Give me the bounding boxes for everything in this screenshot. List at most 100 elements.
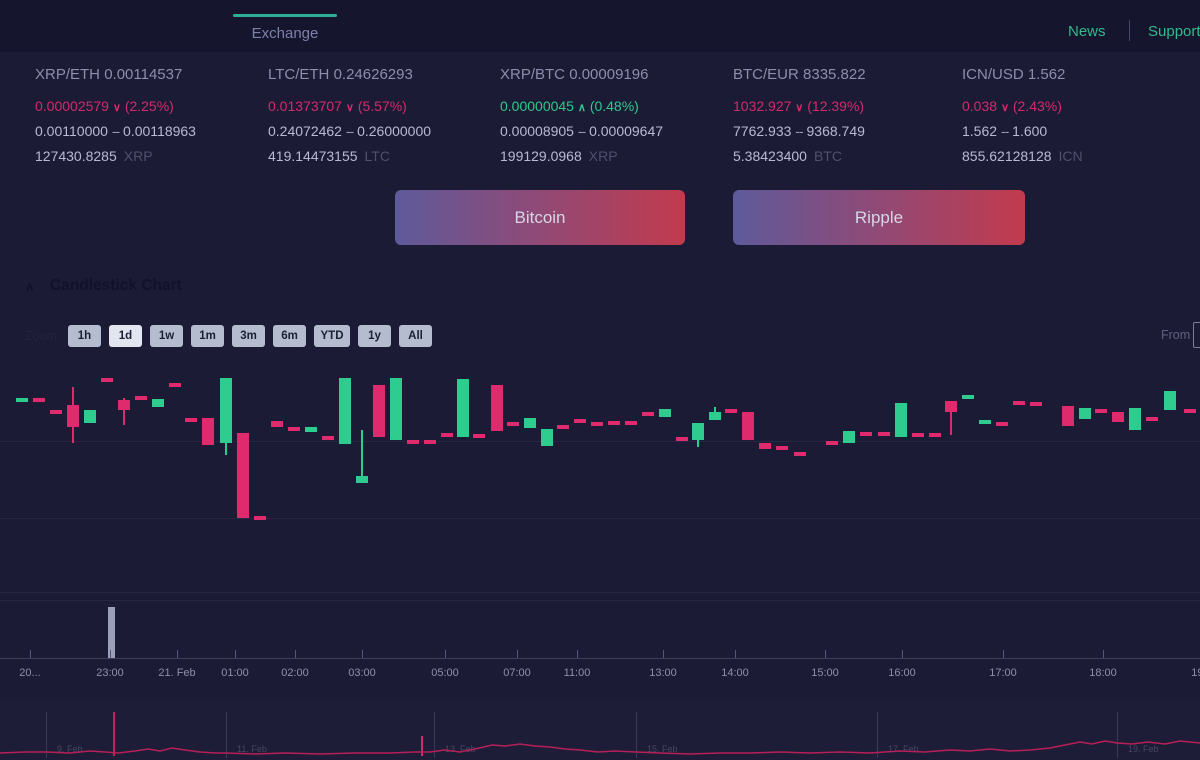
change-direction-icon: ∨ — [345, 102, 354, 114]
zoom-range-button-1w[interactable]: 1w — [150, 325, 183, 347]
ticker-range: 0.00110000 -- 0.00118963 — [35, 123, 196, 139]
ticker-range: 0.24072462 -- 0.26000000 — [268, 123, 432, 139]
x-axis-tick — [445, 650, 446, 658]
ticker-volume-amount: 127430.8285 XRP — [35, 148, 153, 164]
x-axis-label: 19:00 — [1191, 667, 1200, 679]
nav-divider — [1129, 20, 1130, 41]
ticker-volume-amount: 199129.0968 XRP — [500, 148, 618, 164]
x-axis-label: 13:00 — [649, 667, 677, 679]
x-axis-tick — [235, 650, 236, 658]
x-axis-label: 21. Feb — [158, 667, 196, 679]
ticker-change: 0.038 ∨ (2.43%) — [962, 98, 1062, 114]
zoom-range-button-ytd[interactable]: YTD — [314, 325, 350, 347]
x-axis-label: 14:00 — [721, 667, 749, 679]
candlestick — [541, 429, 553, 446]
range-separator: -- — [345, 123, 354, 139]
candlestick — [776, 446, 788, 450]
candlestick — [67, 405, 79, 427]
ticker-range: 1.562 -- 1.600 — [962, 123, 1048, 139]
candlestick — [356, 476, 368, 483]
candlestick — [709, 412, 721, 420]
ticker-unit: ICN — [1058, 148, 1083, 164]
ticker-unit: XRP — [588, 148, 618, 164]
candlestick — [557, 425, 569, 429]
from-date-input[interactable] — [1193, 322, 1200, 348]
candlestick — [524, 418, 536, 428]
section-title: Candlestick Chart — [50, 277, 182, 294]
x-axis-label: 23:00 — [96, 667, 124, 679]
candlestick — [491, 385, 503, 431]
ticker-unit: BTC — [813, 148, 842, 164]
x-axis-label: 16:00 — [888, 667, 916, 679]
x-axis-tick — [30, 650, 31, 658]
chart-gridline — [0, 441, 1200, 442]
candlestick — [725, 409, 737, 413]
chart-gridline — [0, 518, 1200, 519]
candlestick — [407, 440, 419, 444]
candlestick — [608, 421, 620, 425]
x-axis-tick — [1003, 650, 1004, 658]
x-axis-label: 20... — [19, 667, 41, 679]
tab-exchange[interactable]: Exchange — [251, 25, 319, 42]
ticker-pair-price: BTC/EUR 8335.822 — [733, 66, 866, 83]
nav-link-support[interactable]: Support — [1148, 23, 1200, 40]
candlestick — [339, 378, 351, 444]
candlestick — [322, 436, 334, 440]
x-axis-label: 01:00 — [221, 667, 249, 679]
candlestick — [473, 434, 485, 438]
candlestick — [895, 403, 907, 437]
nav-link-news[interactable]: News — [1068, 23, 1106, 40]
zoom-range-button-6m[interactable]: 6m — [273, 325, 306, 347]
ticker-card-ltc-eth: LTC/ETH 0.24626293 0.01373707 ∨ (5.57%) … — [268, 66, 498, 164]
candlestick — [929, 433, 941, 437]
ripple-button[interactable]: Ripple — [733, 190, 1025, 245]
zoom-range-button-1d[interactable]: 1d — [109, 325, 142, 347]
zoom-range-button-1y[interactable]: 1y — [358, 325, 391, 347]
from-label: From — [1161, 328, 1191, 342]
candlestick — [118, 400, 130, 410]
ticker-card-xrp-btc: XRP/BTC 0.00009196 0.00000045 ∧ (0.48%) … — [500, 66, 730, 164]
candlestick — [220, 378, 232, 443]
ticker-change: 1032.927 ∨ (12.39%) — [733, 98, 865, 114]
x-axis-tick — [825, 650, 826, 658]
candlestick — [16, 398, 28, 402]
x-axis-tick — [902, 650, 903, 658]
x-axis-label: 15:00 — [811, 667, 839, 679]
candlestick — [305, 427, 317, 432]
x-axis-tick — [577, 650, 578, 658]
candlestick — [84, 410, 96, 423]
bitcoin-button[interactable]: Bitcoin — [395, 190, 685, 245]
candlestick — [390, 378, 402, 440]
zoom-range-button-all[interactable]: All — [399, 325, 432, 347]
candle-wick — [72, 387, 74, 443]
x-axis-line — [0, 658, 1200, 659]
candle-wick — [697, 423, 699, 447]
zoom-range-button-3m[interactable]: 3m — [232, 325, 265, 347]
candlestick — [185, 418, 197, 422]
x-axis-tick — [177, 650, 178, 658]
candlestick — [202, 418, 214, 445]
ticker-range: 7762.933 -- 9368.749 — [733, 123, 865, 139]
x-axis-tick — [295, 650, 296, 658]
candlestick — [441, 433, 453, 437]
candlestick — [878, 432, 890, 436]
chart-gridline — [0, 592, 1200, 593]
x-axis-label: 07:00 — [503, 667, 531, 679]
candlestick — [1013, 401, 1025, 405]
ticker-volume-amount: 855.62128128 ICN — [962, 148, 1083, 164]
navigator-pane[interactable] — [0, 700, 1200, 760]
x-axis-tick — [735, 650, 736, 658]
candlestick — [1164, 391, 1176, 410]
x-axis-label: 11:00 — [563, 667, 591, 679]
candlestick — [843, 431, 855, 443]
zoom-range-button-1m[interactable]: 1m — [191, 325, 224, 347]
candlestick — [912, 433, 924, 437]
candle-wick — [225, 378, 227, 455]
candlestick — [826, 441, 838, 445]
chevron-up-icon[interactable]: ∧ — [25, 279, 35, 294]
zoom-range-button-1h[interactable]: 1h — [68, 325, 101, 347]
range-separator: -- — [111, 123, 120, 139]
ticker-volume-amount: 419.14473155 LTC — [268, 148, 390, 164]
ticker-pair-price: XRP/BTC 0.00009196 — [500, 66, 649, 83]
